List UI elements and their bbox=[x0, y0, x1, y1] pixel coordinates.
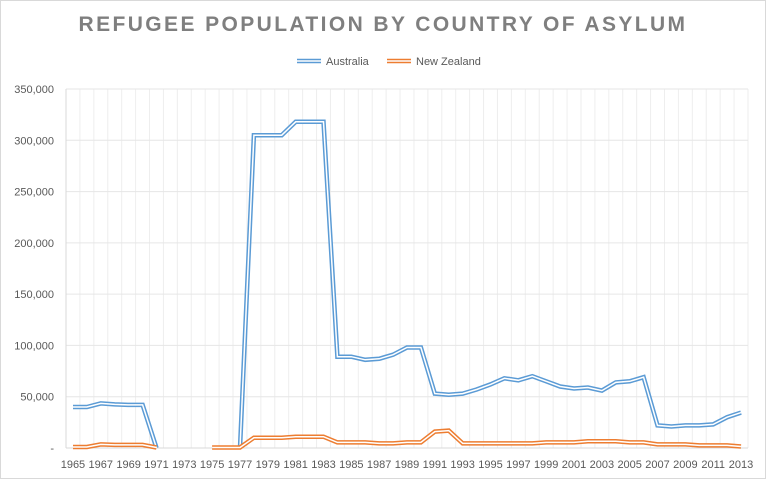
x-tick-label: 2003 bbox=[590, 459, 614, 471]
series-australia bbox=[72, 119, 742, 449]
x-tick-label: 1969 bbox=[116, 459, 140, 471]
x-tick-label: 1997 bbox=[506, 459, 530, 471]
legend-item: New Zealand bbox=[387, 56, 481, 68]
y-tick-label: 100,000 bbox=[14, 340, 54, 352]
y-tick-label: 300,000 bbox=[14, 135, 54, 147]
x-tick-label: 1971 bbox=[144, 459, 168, 471]
legend-item: Australia bbox=[297, 56, 370, 68]
x-tick-label: 1973 bbox=[172, 459, 196, 471]
x-tick-label: 2011 bbox=[701, 459, 725, 471]
y-tick-label: - bbox=[50, 443, 54, 455]
x-tick-label: 1983 bbox=[311, 459, 335, 471]
y-tick-label: 250,000 bbox=[14, 187, 54, 199]
x-tick-label: 1979 bbox=[256, 459, 280, 471]
x-tick-label: 2001 bbox=[562, 459, 586, 471]
y-tick-label: 50,000 bbox=[20, 392, 54, 404]
x-tick-label: 1991 bbox=[423, 459, 447, 471]
chart-title: REFUGEE POPULATION BY COUNTRY OF ASYLUM bbox=[79, 13, 688, 36]
series-line-outer bbox=[237, 119, 742, 449]
x-tick-label: 1993 bbox=[450, 459, 474, 471]
x-tick-label: 1965 bbox=[61, 459, 85, 471]
y-tick-label: 350,000 bbox=[14, 84, 54, 96]
legend: Australia New Zealand bbox=[297, 56, 481, 68]
x-tick-label: 1995 bbox=[478, 459, 502, 471]
series-line-inner bbox=[239, 121, 742, 449]
series-new-zealand bbox=[72, 428, 742, 450]
x-tick-label: 1981 bbox=[283, 459, 307, 471]
y-tick-label: 150,000 bbox=[14, 289, 54, 301]
y-tick-label: 200,000 bbox=[14, 238, 54, 250]
x-tick-label: 1975 bbox=[200, 459, 224, 471]
x-tick-label: 2005 bbox=[617, 459, 641, 471]
x-tick-label: 1999 bbox=[534, 459, 558, 471]
x-tick-label: 2013 bbox=[729, 459, 753, 471]
x-tick-label: 1967 bbox=[89, 459, 113, 471]
x-tick-label: 1989 bbox=[395, 459, 419, 471]
x-tick-label: 2007 bbox=[645, 459, 669, 471]
x-tick-label: 2009 bbox=[673, 459, 697, 471]
gridlines bbox=[65, 88, 749, 449]
legend-label: New Zealand bbox=[416, 56, 481, 68]
series-lines bbox=[72, 119, 742, 450]
x-tick-label: 1987 bbox=[367, 459, 391, 471]
series-line-inner bbox=[73, 402, 158, 449]
axes: - 50,000 100,000 150,000 200,000 250,000 300,0… bbox=[14, 84, 753, 471]
series-line-inner bbox=[212, 429, 742, 449]
x-tick-label: 1977 bbox=[228, 459, 252, 471]
legend-label: Australia bbox=[326, 56, 370, 68]
x-tick-label: 1985 bbox=[339, 459, 363, 471]
series-line-inner bbox=[73, 443, 157, 449]
